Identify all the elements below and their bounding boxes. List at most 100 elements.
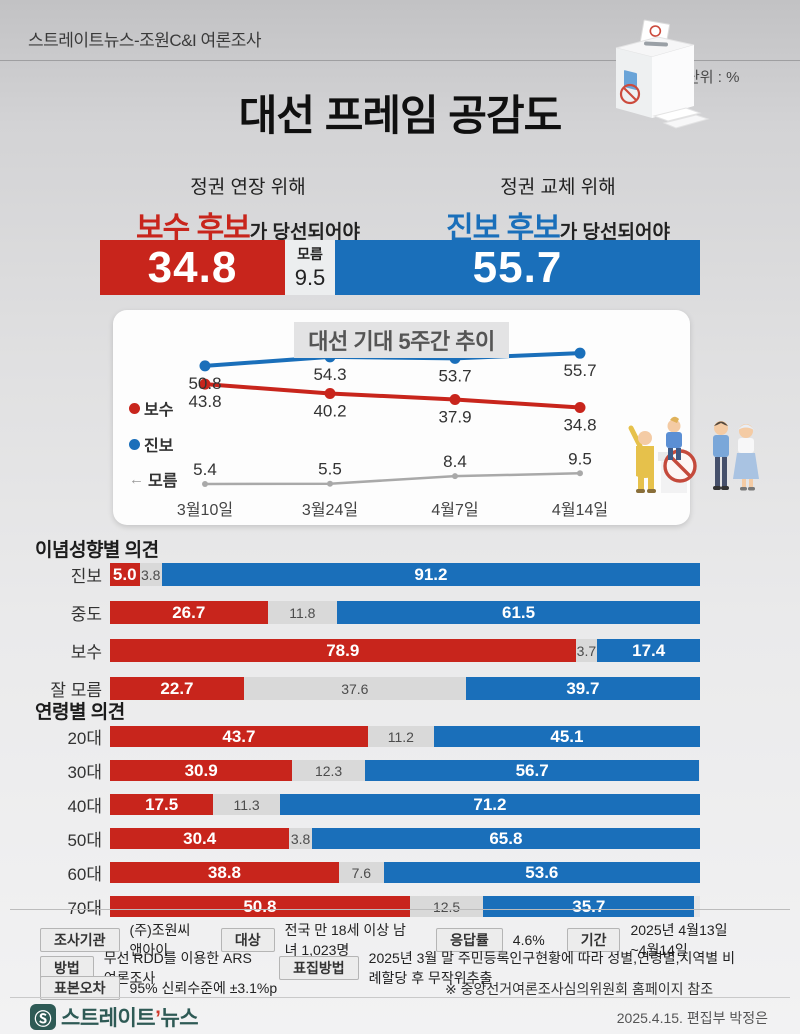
bar-segment-보수 후보: 17.5 [110,794,214,815]
bar-track: 38.8 7.6 53.6 [110,862,700,883]
survey-field-value: (주)조원씨앤아이 [129,922,191,958]
progressive-dot-icon [129,438,140,450]
ballot-papers-icon [652,107,710,129]
page-title: 대선 프레임 공감도 [238,92,562,139]
trend-x-label: 4월14일 [552,501,608,519]
legend-item-progressive: 진보 [129,432,173,456]
bar-row-label: 보수 [70,643,102,662]
trend-value-label: 40.2 [313,401,346,420]
bar-row-label: 70대 [67,899,102,918]
trend-value-label: 54.3 [313,365,346,384]
trend-line-모름 [204,472,581,486]
bar-segment-진보 후보: 71.2 [279,794,700,815]
bar-segment-진보 후보: 56.7 [364,760,700,781]
legend-label-conservative: 보수 [144,402,174,419]
trend-chart-title: 대선 기대 5주간 추이 [113,322,690,358]
bar-row-잘 모름: 잘 모름 22.7 37.6 39.7 [30,676,700,701]
trend-point-모름 [452,473,458,480]
trend-value-label: 50.8 [188,374,221,393]
footer-divider-top [10,909,790,910]
trend-x-label: 3월24일 [302,501,358,519]
bar-segment-모름: 37.6 [243,677,466,700]
bar-segment-모름: 12.5 [409,896,484,917]
survey-field-label: 응답률 [436,928,503,952]
progressive-candidate-label: 진보 후보 [446,212,561,245]
survey-field-label: 기간 [566,928,621,952]
survey-field-label: 표집방법 [279,956,359,980]
trend-point-모름 [327,480,333,487]
credit-line: 2025.4.15. 편집부 박정은 [616,1010,768,1026]
bar-row-label: 30대 [67,763,102,782]
bar-track: 50.8 12.5 35.7 [110,896,700,917]
bar-track: 26.7 11.8 61.5 [110,601,700,624]
unknown-score-box: 모름 9.5 [285,240,335,295]
survey-field-value: 2025년 3월 말 주민등록인구현황에 따라 성별,연령별,지역별 비례할당 … [368,950,735,986]
unknown-value: 9.5 [294,265,326,290]
source-line: 스트레이트뉴스-조원C&I 여론조사 [28,31,262,50]
conservative-frame-suffix: 가 당선되어야 [249,222,360,243]
trend-value-label: 5.5 [318,460,342,479]
trend-point-진보 [199,360,211,372]
header-divider [0,60,800,61]
bar-row-60대: 60대 38.8 7.6 53.6 [30,860,700,885]
bar-segment-보수 후보: 78.9 [110,639,576,662]
bar-segment-진보 후보: 45.1 [433,726,700,747]
person-yellow-icon [628,425,656,493]
person-sitting-icon [666,416,682,460]
trend-point-진보 [574,347,586,359]
bar-segment-모름: 11.3 [213,794,280,815]
progressive-frame-suffix: 가 당선되어야 [559,222,670,243]
bar-track: 30.4 3.8 65.8 [110,828,700,849]
legend-label-progressive: 진보 [144,438,174,455]
trend-point-보수 [449,393,461,405]
bar-segment-모름: 3.7 [575,639,598,662]
survey-field-value: 2025년 4월13일~4월14일 [630,922,728,958]
conservative-frame-context: 정권 연장 위해 [190,177,306,198]
trend-point-보수 [324,387,336,399]
bar-row-40대: 40대 17.5 11.3 71.2 [30,792,700,817]
trend-value-label: 53.7 [438,366,471,385]
conservative-score-box: 34.8 [100,240,285,295]
trend-point-모름 [577,470,583,477]
trend-chart-panel: 43.8 40.2 37.9 34.8 50.8 54.3 53.7 55.7 5.4 5.5 8.… [113,310,690,525]
trend-value-label: 9.5 [568,449,592,468]
bar-track: 30.9 12.3 56.7 [110,760,700,781]
bar-row-보수: 보수 78.9 3.7 17.4 [30,638,700,663]
bar-segment-모름: 3.8 [289,828,312,849]
bar-row-20대: 20대 43.7 11.2 45.1 [30,724,700,749]
bar-row-label: 중도 [70,605,102,624]
conservative-frame-block: 정권 연장 위해 보수 후보가 당선되어야 [93,172,403,247]
trend-point-모름 [202,480,208,487]
bar-row-30대: 30대 30.9 12.3 56.7 [30,758,700,783]
bar-row-label: 20대 [67,729,102,748]
brand-mark-icon: Ⓢ [30,1004,56,1030]
bar-segment-진보 후보: 91.2 [161,563,700,586]
survey-info-row-1: 조사기관 (주)조원씨앤아이 대상 전국 만 18세 이상 남녀 1,023명 응답률 4… [40,920,760,960]
trend-x-label: 3월10일 [177,501,233,519]
bar-row-label: 50대 [67,831,102,850]
survey-info-row-2: 방법 무선 RDD를 이용한 ARS 여론조사 표집방법 2025년 3월 말 주민등… [40,948,760,988]
trend-line-보수 [204,382,581,410]
unit-label: 단위 : % [686,69,740,86]
bar-track: 22.7 37.6 39.7 [110,677,700,700]
bar-segment-진보 후보: 65.8 [311,828,700,849]
footer-divider-bottom [10,997,790,998]
survey-field-label: 표본오차 [40,976,120,1000]
bar-segment-보수 후보: 26.7 [110,601,268,624]
bar-segment-보수 후보: 43.7 [110,726,368,747]
bar-segment-모름: 3.8 [139,563,162,586]
bar-segment-진보 후보: 61.5 [337,601,700,624]
bar-row-label: 진보 [70,567,102,586]
brand-name-main: 스트레이트 [61,1007,156,1030]
bar-row-label: 잘 모름 [50,681,102,700]
brand-logo: Ⓢ 스트레이트’뉴스 [30,1002,199,1032]
survey-info-row-3: 표본오차 95% 신뢰수준에 ±3.1%p [40,976,760,1000]
conservative-candidate-label: 보수 후보 [136,212,251,245]
bar-row-50대: 50대 30.4 3.8 65.8 [30,826,700,851]
progressive-frame-context: 정권 교체 위해 [500,177,616,198]
person-man-icon [713,421,729,490]
bar-segment-모름: 12.3 [292,760,365,781]
bar-track: 17.5 11.3 71.2 [110,794,700,815]
trend-value-label: 43.8 [188,392,221,411]
trend-value-label: 37.9 [438,407,471,426]
